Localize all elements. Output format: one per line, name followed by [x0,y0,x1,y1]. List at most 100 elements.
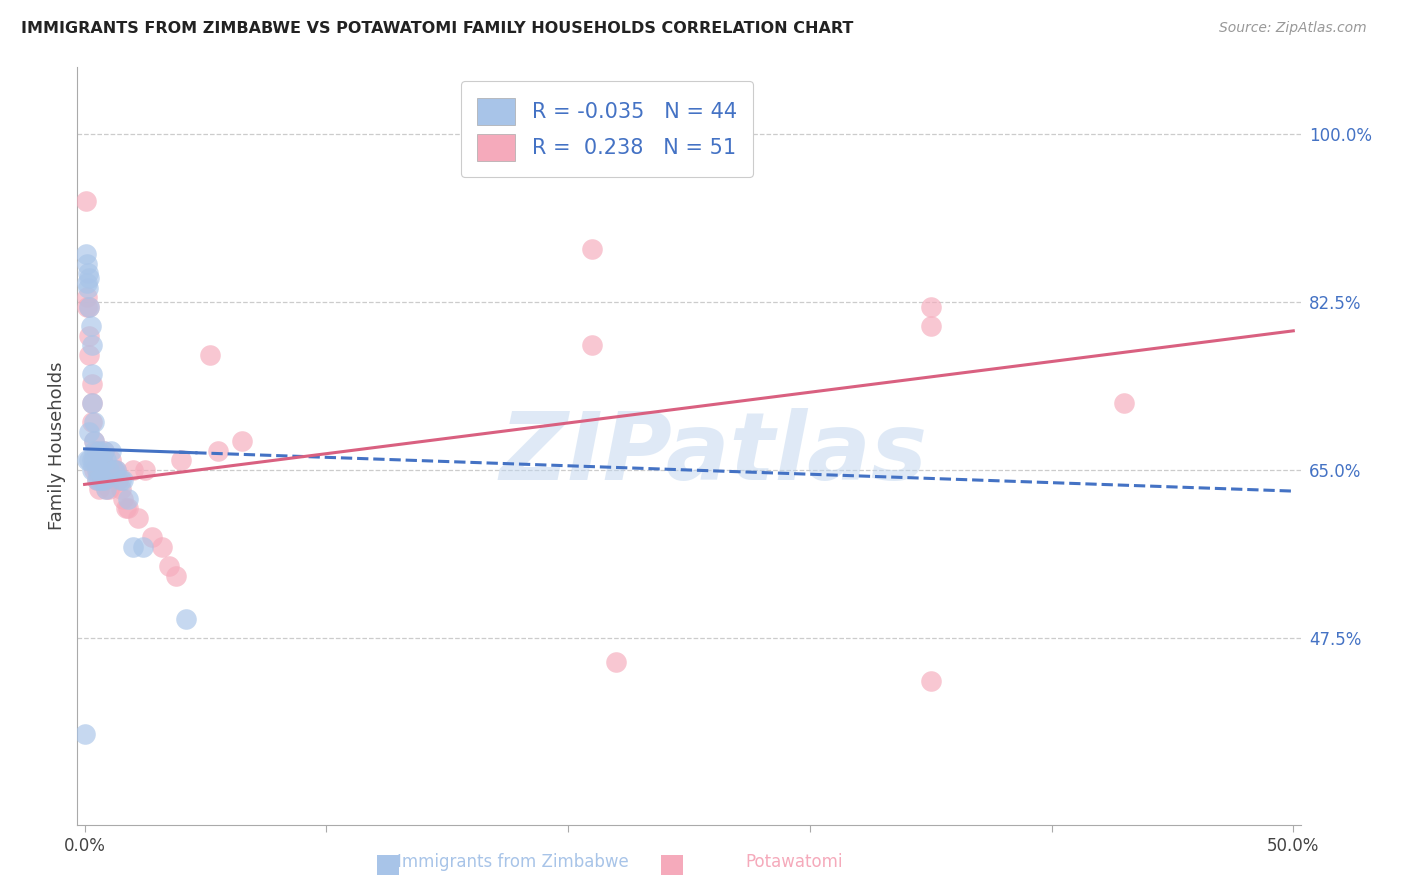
Point [83,453,105,467]
Point [97,463,120,477]
Point [127,511,149,525]
Point [80,396,103,410]
Point [96,453,118,467]
Point [920,674,942,689]
Point [1112,396,1135,410]
Point [174,612,197,626]
Point [86,473,108,487]
Point [80,453,103,467]
Point [90,453,112,467]
Point [79,348,101,362]
Point [83,463,105,477]
Point [87,463,110,477]
Point [103,463,125,477]
Point [93,473,115,487]
Point [79,300,101,314]
Point [79,319,101,334]
Point [79,453,101,467]
Point [83,453,105,467]
Point [134,463,156,477]
Point [105,463,128,477]
Point [86,463,108,477]
Point [114,501,136,516]
Point [117,501,139,516]
Point [157,558,180,573]
Point [207,443,229,458]
Point [79,271,101,285]
Point [80,376,103,391]
Point [86,453,108,467]
Point [87,443,110,458]
Point [80,415,103,429]
Point [76,290,98,304]
Point [75,727,97,741]
Point [80,396,103,410]
Point [76,276,98,290]
Point [79,300,101,314]
Point [105,463,128,477]
Point [96,482,118,496]
Point [80,338,103,352]
Point [77,280,100,294]
Point [93,473,115,487]
Point [80,367,103,381]
Point [93,443,115,458]
Point [87,482,110,496]
Point [83,434,105,449]
Point [110,482,132,496]
Y-axis label: Family Households: Family Households [48,362,66,530]
Point [90,473,112,487]
Point [581,242,603,256]
Point [170,453,193,467]
Point [97,463,120,477]
Point [150,540,173,554]
Point [200,348,222,362]
Point [110,473,132,487]
Point [76,300,98,314]
Point [79,328,101,343]
Legend: R = -0.035   N = 44, R =  0.238   N = 51: R = -0.035 N = 44, R = 0.238 N = 51 [461,81,754,178]
Point [86,443,108,458]
Point [77,266,100,280]
Point [112,473,135,487]
Point [581,338,603,352]
Point [80,463,103,477]
Text: Source: ZipAtlas.com: Source: ZipAtlas.com [1219,21,1367,36]
Point [107,473,129,487]
Point [83,434,105,449]
Point [86,463,108,477]
Point [76,257,98,271]
Point [86,473,108,487]
Point [100,453,122,467]
Point [605,655,627,669]
Point [83,415,105,429]
Point [75,247,97,261]
Point [87,463,110,477]
Point [90,453,112,467]
Point [97,482,120,496]
Point [103,463,125,477]
Point [79,425,101,439]
Point [100,443,122,458]
Point [920,319,942,334]
Point [112,491,135,506]
Point [75,194,97,209]
Text: Potawatomi: Potawatomi [745,854,844,871]
Point [117,491,139,506]
Text: ZIPatlas: ZIPatlas [499,408,928,500]
Point [87,473,110,487]
Text: IMMIGRANTS FROM ZIMBABWE VS POTAWATOMI FAMILY HOUSEHOLDS CORRELATION CHART: IMMIGRANTS FROM ZIMBABWE VS POTAWATOMI F… [21,21,853,37]
Point [131,540,153,554]
Point [165,568,187,582]
Point [141,530,163,544]
Point [96,482,118,496]
Point [122,540,145,554]
Point [83,443,105,458]
Point [96,463,118,477]
Point [122,463,145,477]
Point [93,443,115,458]
Point [920,300,942,314]
Point [90,473,112,487]
Point [231,434,253,449]
Point [76,453,98,467]
